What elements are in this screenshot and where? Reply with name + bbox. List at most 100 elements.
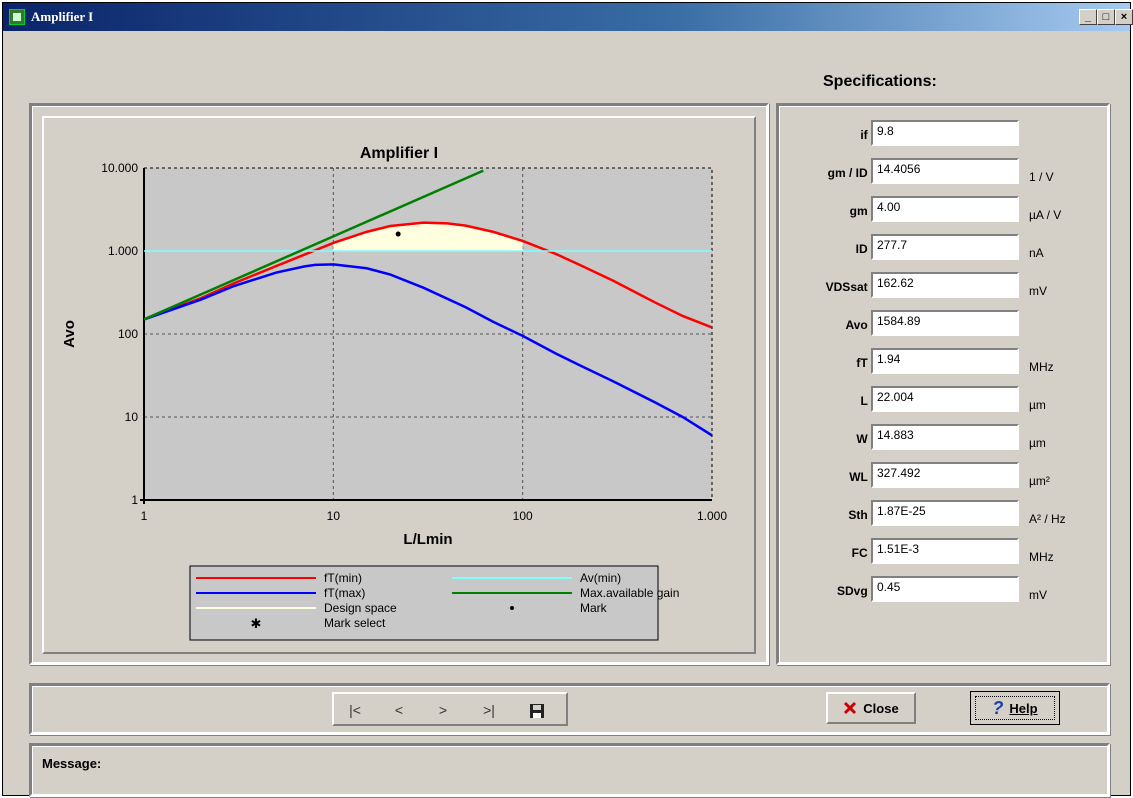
spec-label: Sth : <box>848 508 875 522</box>
spec-unit: mV <box>1029 284 1047 298</box>
spec-unit: 1 / V <box>1029 170 1054 184</box>
title-bar[interactable]: Amplifier I _ □ × <box>3 3 1133 31</box>
legend-label: fT(max) <box>324 586 365 600</box>
spec-label: SDvg : <box>836 584 875 598</box>
spec-row: gm / ID :14.4056 1 / V <box>779 158 1107 186</box>
spec-label: ID : <box>855 242 875 256</box>
y-tick-label: 1 <box>131 493 138 507</box>
minimize-button[interactable]: _ <box>1079 9 1097 25</box>
legend-label: Design space <box>324 601 397 615</box>
spec-row: WL :327.492 µm² <box>779 462 1107 490</box>
nav-button-group: |< < > >| <box>332 692 568 726</box>
message-label: Message: <box>42 756 102 771</box>
y-axis-label: Avo <box>61 320 78 348</box>
x-tick-label: 1 <box>141 509 148 523</box>
spec-label: fT : <box>856 356 875 370</box>
chart-panel: Amplifier I Avo L/Lmin 1 10 100 1.000 1 10 100… <box>29 103 769 665</box>
y-tick-label: 100 <box>118 327 138 341</box>
spec-value-field[interactable]: 327.492 <box>871 462 1019 488</box>
spec-value-field[interactable]: 1.51E-3 <box>871 538 1019 564</box>
window-title: Amplifier I <box>31 9 94 24</box>
specifications-panel: if :9.8 gm / ID :14.4056 1 / V gm :4.00 µA /… <box>776 103 1110 665</box>
x-tick-label: 100 <box>513 509 533 523</box>
mark-point <box>395 231 401 237</box>
spec-value-field[interactable]: 1.94 <box>871 348 1019 374</box>
spec-label: W : <box>856 432 875 446</box>
spec-unit: mV <box>1029 588 1047 602</box>
x-tick-label: 1.000 <box>697 509 727 523</box>
spec-unit: MHz <box>1029 550 1054 564</box>
last-button[interactable]: >| <box>483 702 495 718</box>
plot-area: 1 10 100 1.000 1 10 100 1.000 10.000 <box>101 161 727 523</box>
legend-label: Av(min) <box>580 571 621 585</box>
max-gain-line <box>144 169 484 321</box>
chart-frame: Amplifier I Avo L/Lmin 1 10 100 1.000 1 10 100… <box>42 116 756 654</box>
spec-label: FC : <box>851 546 875 560</box>
spec-unit: nA <box>1029 246 1044 260</box>
spec-unit: MHz <box>1029 360 1054 374</box>
question-mark-icon: ? <box>992 697 1004 718</box>
floppy-disk-icon <box>530 704 544 719</box>
legend-label: Mark <box>580 601 608 615</box>
spec-label: WL : <box>849 470 875 484</box>
app-icon <box>9 9 25 25</box>
previous-button[interactable]: < <box>394 702 404 718</box>
spec-value-field[interactable]: 1.87E-25 <box>871 500 1019 526</box>
message-bar: Message: <box>29 743 1110 797</box>
spec-row: ID :277.7 nA <box>779 234 1107 262</box>
spec-label: Avo : <box>845 318 875 332</box>
spec-unit: µA / V <box>1029 208 1062 222</box>
help-button[interactable]: ? Help <box>970 691 1060 725</box>
next-button[interactable]: > <box>438 702 448 718</box>
spec-row: L :22.004 µm <box>779 386 1107 414</box>
first-button[interactable]: |< <box>349 702 361 718</box>
y-tick-label: 10 <box>125 410 139 424</box>
close-window-button[interactable]: × <box>1115 9 1133 25</box>
spec-unit: µm <box>1029 436 1046 450</box>
legend-star-icon: ✱ <box>251 616 262 631</box>
specifications-heading: Specifications: <box>823 73 937 90</box>
spec-row: gm :4.00 µA / V <box>779 196 1107 224</box>
legend: fT(min) Av(min) fT(max) Max.available gain D… <box>189 565 679 641</box>
spec-unit: µm² <box>1029 474 1050 488</box>
spec-row: Sth :1.87E-25 A² / Hz <box>779 500 1107 528</box>
spec-value-field[interactable]: 14.883 <box>871 424 1019 450</box>
legend-label: Max.available gain <box>580 586 679 600</box>
spec-row: if :9.8 <box>779 120 1107 148</box>
spec-row: SDvg :0.45 mV <box>779 576 1107 604</box>
red-x-icon <box>844 701 857 715</box>
spec-row: FC :1.51E-3 MHz <box>779 538 1107 566</box>
spec-value-field[interactable]: 1584.89 <box>871 310 1019 336</box>
spec-value-field[interactable]: 4.00 <box>871 196 1019 222</box>
x-axis-label: L/Lmin <box>403 531 452 548</box>
spec-label: gm / ID : <box>827 166 875 180</box>
close-button[interactable]: Close <box>826 692 916 724</box>
spec-unit: A² / Hz <box>1029 512 1066 526</box>
spec-value-field[interactable]: 162.62 <box>871 272 1019 298</box>
spec-row: fT :1.94 MHz <box>779 348 1107 376</box>
y-tick-label: 10.000 <box>101 161 138 175</box>
save-button[interactable] <box>522 698 552 722</box>
spec-value-field[interactable]: 22.004 <box>871 386 1019 412</box>
spec-value-field[interactable]: 277.7 <box>871 234 1019 260</box>
legend-label: Mark select <box>324 616 386 630</box>
spec-value-field[interactable]: 0.45 <box>871 576 1019 602</box>
ft-max-line <box>144 263 712 437</box>
chart-svg[interactable]: Amplifier I Avo L/Lmin 1 10 100 1.000 1 10 100… <box>44 118 754 652</box>
ft-min-line <box>144 221 712 329</box>
spec-value-field[interactable]: 14.4056 <box>871 158 1019 184</box>
legend-label: fT(min) <box>324 571 362 585</box>
legend-mark-dot <box>510 606 514 610</box>
y-tick-label: 1.000 <box>108 244 138 258</box>
spec-label: gm : <box>849 204 875 218</box>
help-button-label: Help <box>1009 700 1038 716</box>
navigation-bar: |< < > >| Close ? Hel <box>29 683 1110 735</box>
spec-value-field[interactable]: 9.8 <box>871 120 1019 146</box>
chart-title: Amplifier I <box>360 145 438 162</box>
spec-label: VDSsat : <box>825 280 875 294</box>
spec-row: VDSsat :162.62 mV <box>779 272 1107 300</box>
x-tick-label: 10 <box>327 509 341 523</box>
maximize-button[interactable]: □ <box>1097 9 1115 25</box>
spec-row: W :14.883 µm <box>779 424 1107 452</box>
